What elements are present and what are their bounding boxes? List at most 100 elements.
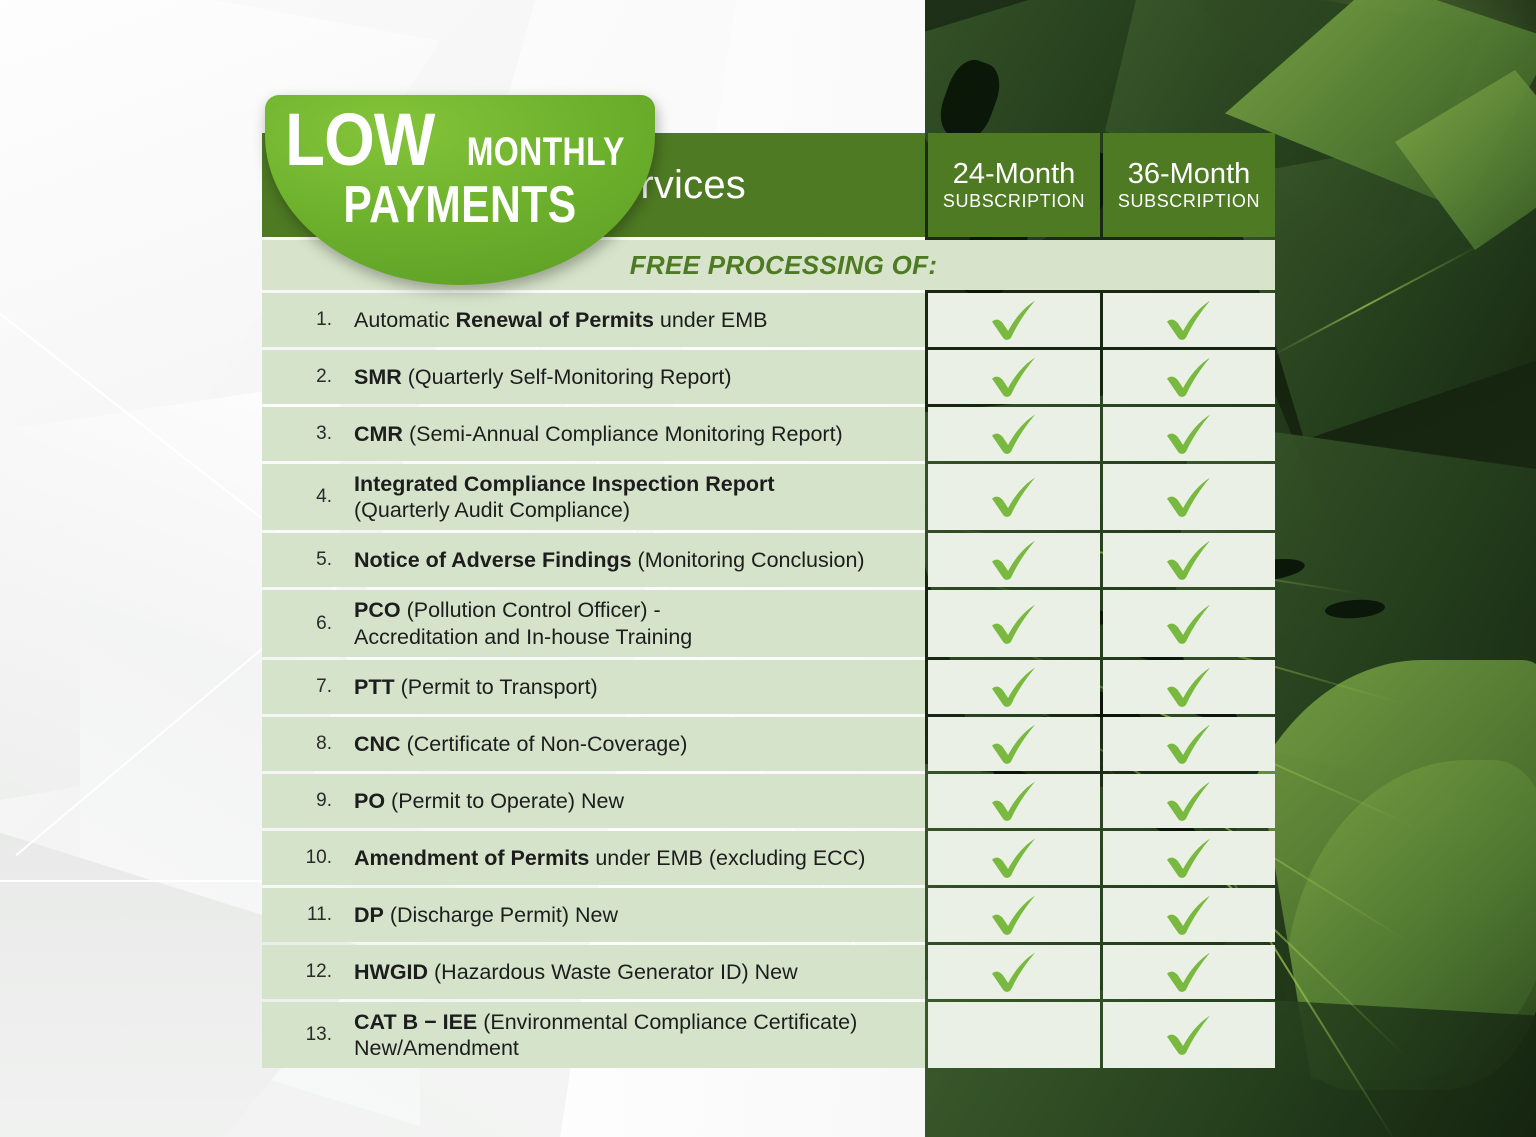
check-icon (992, 952, 1036, 992)
check-icon (992, 414, 1036, 454)
table-row: 6. PCO (Pollution Control Officer) - Accre… (262, 590, 1275, 657)
row-number: 9. (316, 789, 332, 811)
check-icon (992, 357, 1036, 397)
check-cell-24-month (928, 944, 1100, 999)
table-row: 13. CAT B − IEE (Environmental Compliance… (262, 1001, 1275, 1069)
check-icon (1167, 414, 1211, 454)
check-cell-36-month (1103, 830, 1275, 885)
check-icon (1167, 604, 1211, 644)
table-row: 11. DP (Discharge Permit) New (262, 887, 1275, 942)
check-cell-36-month (1103, 659, 1275, 714)
check-cell-24-month (928, 533, 1100, 588)
check-cell-24-month (928, 590, 1100, 657)
service-description: Amendment of Permits under EMB (excludin… (354, 845, 866, 870)
service-description: SMR (Quarterly Self-Monitoring Report) (354, 364, 732, 389)
service-cell: 12. HWGID (Hazardous Waste Generator ID) … (262, 944, 925, 999)
service-description: DP (Discharge Permit) New (354, 902, 619, 927)
service-cell: 4. Integrated Compliance Inspection Repor… (262, 464, 925, 531)
badge-text: LOW MONTHLY PAYMENTS (265, 95, 655, 285)
service-description: PCO (Pollution Control Officer) - Accredi… (354, 598, 693, 649)
service-cell: 8. CNC (Certificate of Non-Coverage) (262, 716, 925, 771)
check-cell-24-month (928, 830, 1100, 885)
service-description: Automatic Renewal of Permits under EMB (354, 307, 768, 332)
check-cell-36-month (1103, 533, 1275, 588)
check-icon (1167, 1015, 1211, 1055)
badge-low-text: LOW (285, 98, 436, 181)
service-cell: 1. Automatic Renewal of Permits under EMB (262, 293, 925, 347)
row-number: 13. (305, 1024, 332, 1046)
header-36-month-subtitle: SUBSCRIPTION (1117, 191, 1261, 212)
service-cell: 10. Amendment of Permits under EMB (exclu… (262, 830, 925, 885)
table-body: 1. Automatic Renewal of Permits under EMB… (262, 293, 1275, 1069)
check-cell-36-month (1103, 350, 1275, 404)
check-icon (1167, 541, 1211, 581)
check-icon (992, 300, 1036, 340)
table-row: 1. Automatic Renewal of Permits under EMB (262, 293, 1275, 347)
table-row: 2. SMR (Quarterly Self-Monitoring Report) (262, 350, 1275, 404)
table-row: 3. CMR (Semi-Annual Compliance Monitoring… (262, 407, 1275, 461)
service-description: CNC (Certificate of Non-Coverage) (354, 731, 688, 756)
check-icon (992, 604, 1036, 644)
check-cell-36-month (1103, 944, 1275, 999)
check-cell-24-month (928, 887, 1100, 942)
check-cell-24-month (928, 407, 1100, 461)
row-number: 10. (305, 846, 332, 868)
table-row: 5. Notice of Adverse Findings (Monitoring… (262, 533, 1275, 588)
check-icon (992, 724, 1036, 764)
service-description: CMR (Semi-Annual Compliance Monitoring R… (354, 421, 843, 446)
service-description: CAT B − IEE (Environmental Compliance Ce… (354, 1009, 858, 1061)
service-cell: 6. PCO (Pollution Control Officer) - Accre… (262, 590, 925, 657)
table-row: 12. HWGID (Hazardous Waste Generator ID) … (262, 944, 1275, 999)
check-icon (992, 838, 1036, 878)
service-cell: 5. Notice of Adverse Findings (Monitoring… (262, 533, 925, 588)
check-icon (1167, 781, 1211, 821)
service-description: HWGID (Hazardous Waste Generator ID) New (354, 959, 798, 984)
check-cell-36-month (1103, 464, 1275, 531)
check-cell-24-month (928, 716, 1100, 771)
service-cell: 9. PO (Permit to Operate) New (262, 773, 925, 828)
check-cell-24-month (928, 464, 1100, 531)
check-icon (1167, 952, 1211, 992)
check-icon (1167, 300, 1211, 340)
row-number: 5. (316, 549, 332, 571)
check-icon (1167, 357, 1211, 397)
low-monthly-payments-badge: LOW MONTHLY PAYMENTS (265, 95, 655, 285)
check-cell-24-month (928, 293, 1100, 347)
check-cell-36-month (1103, 716, 1275, 771)
table-row: 8. CNC (Certificate of Non-Coverage) (262, 716, 1275, 771)
check-cell-36-month (1103, 590, 1275, 657)
header-24-month-title: 24-Month (952, 157, 1076, 190)
pricing-comparison-table: Services 24-Month SUBSCRIPTION 36-Month … (262, 133, 1275, 1071)
check-icon (992, 667, 1036, 707)
check-cell-36-month (1103, 407, 1275, 461)
row-number: 4. (316, 486, 332, 508)
badge-monthly-text: MONTHLY (466, 130, 625, 174)
row-number: 7. (316, 675, 332, 697)
background-facet-line (0, 880, 390, 882)
row-number: 2. (316, 366, 332, 387)
table-row: 7. PTT (Permit to Transport) (262, 659, 1275, 714)
check-icon (992, 541, 1036, 581)
check-cell-36-month (1103, 773, 1275, 828)
service-description: PO (Permit to Operate) New (354, 788, 625, 813)
header-column-24-month: 24-Month SUBSCRIPTION (928, 133, 1100, 237)
check-icon (992, 477, 1036, 518)
check-icon (1167, 838, 1211, 878)
check-cell-36-month (1103, 1001, 1275, 1069)
service-description: Notice of Adverse Findings (Monitoring C… (354, 548, 865, 573)
service-description: PTT (Permit to Transport) (354, 674, 598, 699)
service-cell: 3. CMR (Semi-Annual Compliance Monitoring… (262, 407, 925, 461)
service-cell: 11. DP (Discharge Permit) New (262, 887, 925, 942)
table-row: 4. Integrated Compliance Inspection Repor… (262, 464, 1275, 531)
service-cell: 2. SMR (Quarterly Self-Monitoring Report) (262, 350, 925, 404)
check-icon (1167, 724, 1211, 764)
row-number: 11. (306, 903, 332, 925)
free-processing-label: FREE PROCESSING OF: (629, 249, 938, 280)
header-24-month-subtitle: SUBSCRIPTION (942, 191, 1086, 212)
check-icon (1167, 667, 1211, 707)
badge-payments-text: PAYMENTS (343, 176, 577, 235)
check-cell-36-month (1103, 293, 1275, 347)
check-cell-24-month (928, 773, 1100, 828)
row-number: 8. (316, 732, 332, 754)
